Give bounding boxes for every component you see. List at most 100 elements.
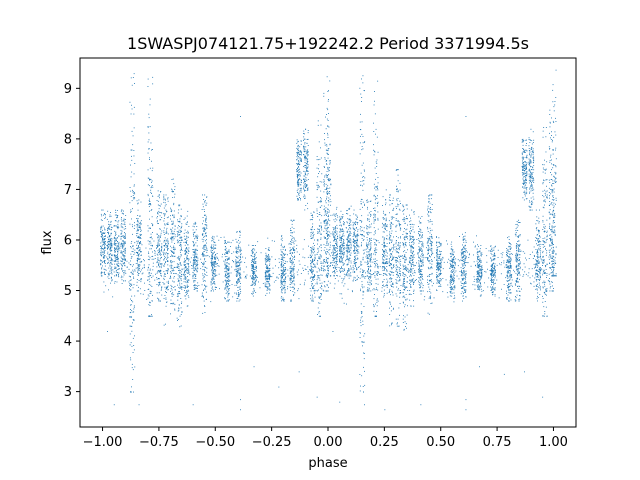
data-point [184,258,185,259]
data-point [325,200,326,201]
data-point [141,255,142,256]
data-point [164,273,165,274]
data-point [111,278,112,279]
data-point [161,266,162,267]
data-point [283,301,284,302]
data-point [197,258,198,259]
data-point [382,244,383,245]
data-point [324,215,325,216]
data-point [166,259,167,260]
data-point [484,271,485,272]
data-point [301,161,302,162]
data-point [117,237,118,238]
data-point [293,237,294,238]
data-point [287,261,288,262]
data-point [229,257,230,258]
data-point [537,286,538,287]
data-point [177,318,178,319]
data-point [255,292,256,293]
data-point [202,293,203,294]
data-point [294,292,295,293]
data-point [523,274,524,275]
data-point [291,280,292,281]
data-point [290,258,291,259]
data-point [217,258,218,259]
data-point [110,250,111,251]
data-point [459,236,460,237]
data-point [151,291,152,292]
data-point [134,296,135,297]
data-point [327,194,328,195]
data-point [189,259,190,260]
data-point [159,245,160,246]
data-point [122,213,123,214]
data-point [330,195,331,196]
data-point [152,232,153,233]
data-point [197,288,198,289]
data-point [161,247,162,248]
data-point [151,314,152,315]
data-point [215,258,216,259]
data-point [312,224,313,225]
data-point [285,261,286,262]
data-point [241,262,242,263]
data-point [137,215,138,216]
data-point [178,256,179,257]
data-point [318,159,319,160]
data-point [158,260,159,261]
data-point [254,279,255,280]
chart-title: 1SWASPJ074121.75+192242.2 Period 3371994… [127,34,529,53]
data-point [204,202,205,203]
data-point [134,367,135,368]
data-point [123,213,124,214]
data-point [270,276,271,277]
data-point [305,146,306,147]
data-point [365,276,366,277]
data-point [122,252,123,253]
data-point [324,143,325,144]
data-point [374,252,375,253]
data-point [187,211,188,212]
data-point [124,229,125,230]
data-point [524,253,525,254]
data-point [141,270,142,271]
data-point [202,296,203,297]
data-point [319,303,320,304]
data-point [339,237,340,238]
data-point [182,269,183,270]
data-point [206,243,207,244]
data-point [184,296,185,297]
data-point [326,174,327,175]
data-point [328,158,329,159]
data-point [186,290,187,291]
data-point [112,260,113,261]
data-point [171,238,172,239]
data-point [253,279,254,280]
data-point [152,181,153,182]
data-point [265,286,266,287]
data-point [140,262,141,263]
data-point [325,117,326,118]
data-point [125,236,126,237]
data-point [226,263,227,264]
data-point [212,274,213,275]
data-point [349,234,350,235]
data-point [213,252,214,253]
data-point [177,219,178,220]
data-point [358,235,359,236]
data-point [304,283,305,284]
data-point [204,245,205,246]
data-point [328,188,329,189]
data-point [170,276,171,277]
data-point [305,187,306,188]
data-point [195,253,196,254]
data-point [131,243,132,244]
data-point [358,253,359,254]
data-point [204,269,205,270]
data-point [292,263,293,264]
data-point [215,255,216,256]
data-point [205,249,206,250]
data-point [306,170,307,171]
data-point [238,292,239,293]
data-point [125,250,126,251]
